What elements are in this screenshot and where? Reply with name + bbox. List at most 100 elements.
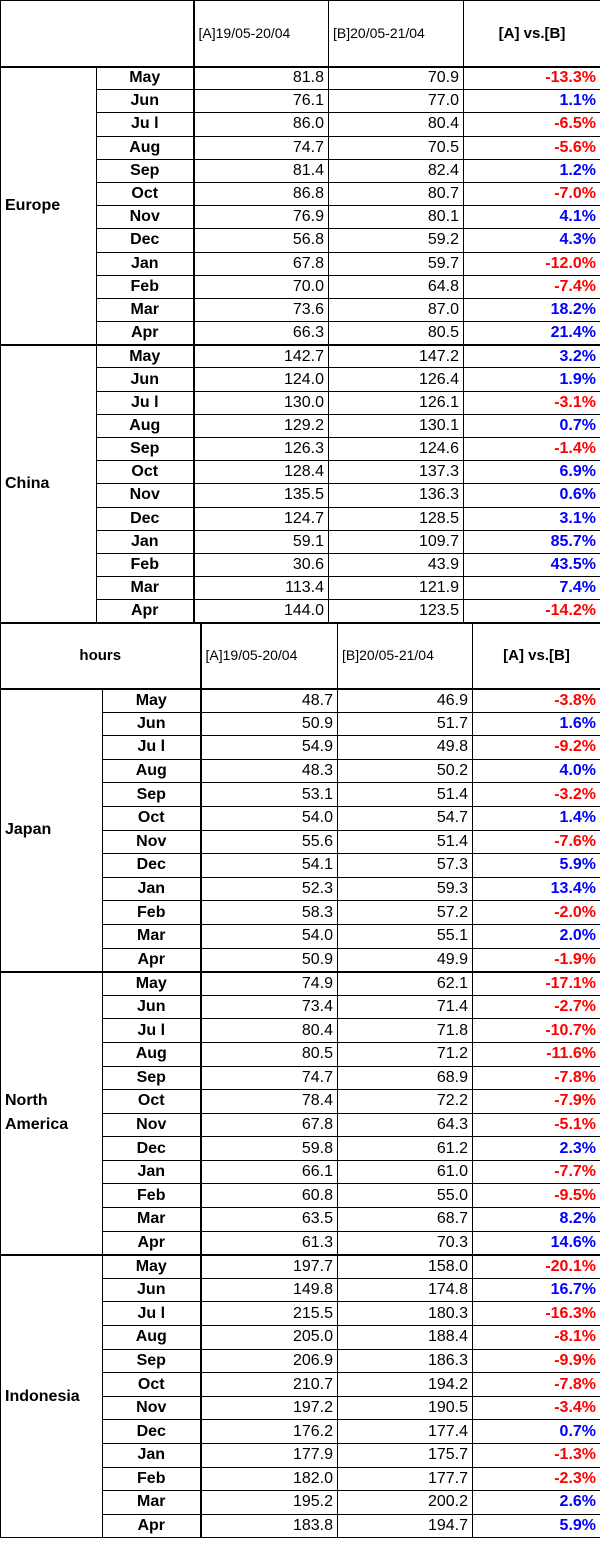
- value-b-cell: 55.1: [337, 923, 474, 949]
- region-label-indonesia: Indonesia: [0, 1253, 103, 1539]
- value-b-cell: 82.4: [328, 158, 464, 183]
- month-cell: Jun: [96, 89, 194, 114]
- comparison-cell: -9.2%: [472, 735, 600, 760]
- month-cell: Mar: [96, 576, 194, 601]
- value-b-cell: 123.5: [328, 599, 464, 624]
- month-cell: Sep: [101, 1065, 202, 1091]
- month-cell: Sep: [101, 1348, 202, 1374]
- table-row: Mar 113.4 121.9 7.4%: [1, 576, 600, 601]
- value-b-cell: 51.4: [337, 782, 474, 807]
- month-cell: Aug: [96, 135, 194, 160]
- value-a-cell: 58.3: [199, 900, 339, 925]
- comparison-cell: 21.4%: [463, 321, 600, 346]
- value-b-cell: 186.3: [337, 1348, 474, 1374]
- value-b-cell: 59.7: [328, 251, 464, 276]
- value-b-cell: 194.7: [337, 1513, 474, 1539]
- month-cell: Apr: [96, 599, 194, 624]
- value-b-cell: 200.2: [337, 1490, 474, 1515]
- value-a-cell: 76.9: [192, 205, 329, 230]
- month-cell: Oct: [101, 1372, 202, 1397]
- value-b-cell: 51.4: [337, 829, 474, 855]
- table-row: Apr 183.8 194.7 5.9%: [1, 1513, 600, 1539]
- value-a-cell: 67.8: [192, 251, 329, 276]
- month-cell: Jun: [101, 711, 202, 737]
- comparison-cell: 5.9%: [472, 853, 600, 878]
- comparison-cell: -7.6%: [472, 829, 600, 855]
- comparison-cell: -3.1%: [463, 390, 600, 415]
- month-cell: Aug: [101, 758, 202, 784]
- table-row: Mar 195.2 200.2 2.6%: [1, 1490, 600, 1515]
- value-a-cell: 86.0: [192, 112, 329, 137]
- value-b-cell: 194.2: [337, 1372, 474, 1397]
- value-b-cell: 80.1: [328, 205, 464, 230]
- table-row: Jan 59.1 109.7 85.7%: [1, 529, 600, 554]
- month-cell: Ju l: [96, 390, 194, 415]
- value-a-cell: 73.4: [199, 994, 339, 1020]
- value-b-cell: 71.4: [337, 994, 474, 1020]
- value-a-cell: 66.3: [192, 321, 329, 346]
- value-a-cell: 56.8: [192, 228, 329, 253]
- month-cell: Mar: [101, 923, 202, 949]
- value-b-cell: 126.4: [328, 367, 464, 392]
- header-period-a: [A]19/05-20/04: [199, 622, 339, 689]
- europe-china-table: [A]19/05-20/04 [B]20/05-21/04 [A] vs.[B] Eu…: [0, 0, 600, 624]
- value-a-cell: 176.2: [199, 1419, 339, 1444]
- value-b-cell: 175.7: [337, 1443, 474, 1468]
- month-cell: Oct: [96, 181, 194, 207]
- table-row: Aug 74.7 70.5 -5.6%: [1, 135, 600, 160]
- comparison-cell: 1.6%: [472, 711, 600, 737]
- value-b-cell: 77.0: [328, 89, 464, 114]
- table-row: Feb 30.6 43.9 43.5%: [1, 552, 600, 578]
- comparison-cell: -7.7%: [472, 1159, 600, 1185]
- table-row: Nov 55.6 51.4 -7.6%: [1, 829, 600, 855]
- value-a-cell: 129.2: [192, 413, 329, 439]
- value-b-cell: 68.9: [337, 1065, 474, 1091]
- value-b-cell: 109.7: [328, 529, 464, 554]
- value-b-cell: 49.8: [337, 735, 474, 760]
- comparison-cell: -2.7%: [472, 994, 600, 1020]
- japan-na-indonesia-table: hours [A]19/05-20/04 [B]20/05-21/04 [A] vs.…: [0, 622, 600, 1539]
- month-cell: Jan: [101, 1443, 202, 1468]
- value-a-cell: 54.0: [199, 923, 339, 949]
- value-a-cell: 74.9: [199, 970, 339, 996]
- comparison-cell: 85.7%: [463, 529, 600, 554]
- table-row: Sep 206.9 186.3 -9.9%: [1, 1348, 600, 1374]
- value-a-cell: 55.6: [199, 829, 339, 855]
- value-a-cell: 195.2: [199, 1490, 339, 1515]
- comparison-cell: -1.3%: [472, 1443, 600, 1468]
- comparison-cell: 16.7%: [472, 1277, 600, 1303]
- table-row: Aug 80.5 71.2 -11.6%: [1, 1041, 600, 1067]
- table-row: China May 142.7 147.2 3.2%: [0, 343, 600, 624]
- value-b-cell: 80.7: [328, 181, 464, 207]
- comparison-cell: 0.7%: [472, 1419, 600, 1444]
- header-corner: hours: [0, 622, 202, 689]
- table-row: Nov 76.9 80.1 4.1%: [1, 205, 600, 230]
- value-b-cell: 70.3: [337, 1230, 474, 1256]
- table-row: Europe May 81.8 70.9 -13.3%: [0, 65, 600, 346]
- comparison-cell: -7.8%: [472, 1065, 600, 1091]
- value-a-cell: 124.7: [192, 506, 329, 531]
- value-a-cell: 61.3: [199, 1230, 339, 1256]
- value-a-cell: 182.0: [199, 1466, 339, 1492]
- table-row: Dec 56.8 59.2 4.3%: [1, 228, 600, 253]
- month-cell: Nov: [101, 829, 202, 855]
- table-row: Jan 52.3 59.3 13.4%: [1, 876, 600, 902]
- value-a-cell: 50.9: [199, 947, 339, 973]
- month-cell: Ju l: [101, 735, 202, 760]
- value-b-cell: 59.2: [328, 228, 464, 253]
- month-cell: Feb: [96, 274, 194, 299]
- table-row: Ju l 80.4 71.8 -10.7%: [1, 1018, 600, 1043]
- table-row: Aug 205.0 188.4 -8.1%: [1, 1325, 600, 1350]
- value-b-cell: 49.9: [337, 947, 474, 973]
- month-cell: May: [96, 65, 194, 91]
- value-a-cell: 73.6: [192, 297, 329, 323]
- value-a-cell: 74.7: [199, 1065, 339, 1091]
- table-row: Jun 76.1 77.0 1.1%: [1, 89, 600, 114]
- value-b-cell: 80.5: [328, 321, 464, 346]
- month-cell: Sep: [96, 436, 194, 462]
- month-cell: Aug: [101, 1325, 202, 1350]
- month-cell: May: [101, 687, 202, 713]
- table-row: Jan 66.1 61.0 -7.7%: [1, 1159, 600, 1185]
- value-b-cell: 177.7: [337, 1466, 474, 1492]
- value-a-cell: 59.1: [192, 529, 329, 554]
